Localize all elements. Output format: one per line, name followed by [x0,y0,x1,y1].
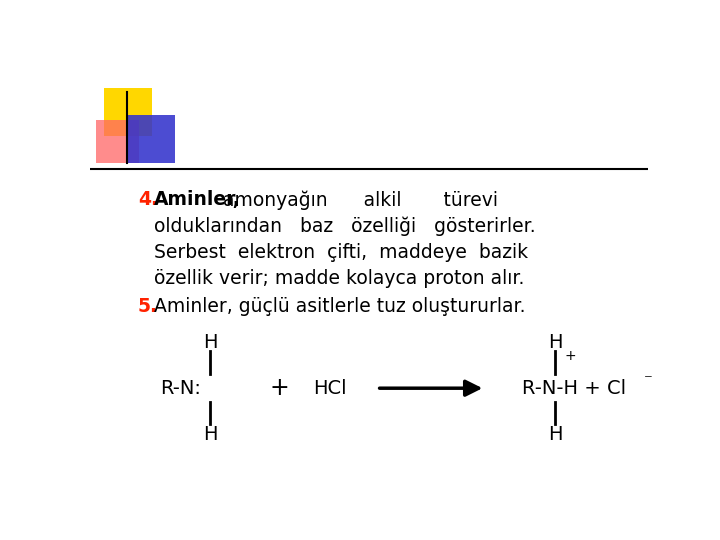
Text: Aminler, güçlü asitlerle tuz oluştururlar.: Aminler, güçlü asitlerle tuz oluştururla… [153,298,525,316]
Bar [104,88,152,136]
Bar [96,120,139,163]
Text: 4.: 4. [138,190,158,210]
Text: Aminler,: Aminler, [153,190,240,210]
Bar [127,115,175,163]
Text: amonyağın      alkil       türevi: amonyağın alkil türevi [223,190,498,210]
Text: H: H [548,333,562,352]
Text: özellik verir; madde kolayca proton alır.: özellik verir; madde kolayca proton alır… [153,269,524,288]
Text: Serbest  elektron  çifti,  maddeye  bazik: Serbest elektron çifti, maddeye bazik [153,242,528,262]
Text: +: + [564,349,576,363]
Text: R-N:: R-N: [161,379,201,397]
Text: HCl: HCl [313,379,347,397]
Text: H: H [203,333,217,352]
Text: R-N-H + Cl: R-N-H + Cl [523,379,626,397]
Text: ⁻: ⁻ [644,372,653,389]
Text: olduklarından   baz   özelliği   gösterirler.: olduklarından baz özelliği gösterirler. [153,217,535,236]
Text: 5.: 5. [138,298,158,316]
Text: H: H [548,425,562,444]
Text: H: H [203,425,217,444]
Text: +: + [270,376,289,400]
